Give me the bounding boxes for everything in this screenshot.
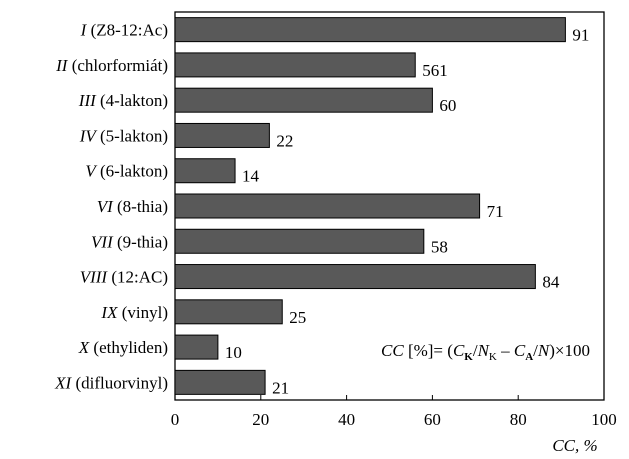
bar — [174, 334, 219, 360]
category-label: III (4-lakton) — [78, 91, 168, 110]
formula-annotation: CC [%]= (CK/NK – CA/N)×100 — [381, 341, 590, 363]
bar — [174, 158, 236, 184]
x-tick-label: 0 — [171, 410, 180, 429]
bar — [174, 299, 283, 325]
category-label: I (Z8-12:Ac) — [80, 21, 168, 40]
data-label: 71 — [487, 202, 504, 221]
category-label: XI (difluorvinyl) — [54, 373, 168, 392]
x-tick-label: 100 — [591, 410, 617, 429]
data-label: 21 — [272, 378, 289, 397]
data-label: 84 — [542, 273, 560, 292]
bar — [174, 193, 481, 219]
data-label: 14 — [242, 167, 260, 186]
category-label: VIII (12:AC) — [80, 268, 168, 287]
category-label: IX (vinyl) — [100, 303, 168, 322]
data-label: 22 — [276, 131, 293, 150]
data-label: 60 — [439, 96, 456, 115]
category-label: VI (8-thia) — [97, 197, 168, 216]
bar — [174, 52, 416, 78]
data-label: 25 — [289, 308, 306, 327]
category-label: X (ethyliden) — [78, 338, 168, 357]
data-label: 561 — [422, 61, 448, 80]
data-label: 10 — [225, 343, 242, 362]
bar — [174, 17, 566, 43]
x-tick-label: 80 — [510, 410, 527, 429]
category-label: II (chlorformiát) — [55, 56, 168, 75]
x-tick-label: 60 — [424, 410, 441, 429]
category-label: IV (5-lakton) — [79, 126, 168, 145]
category-label: V (6-lakton) — [85, 162, 168, 181]
data-label: 91 — [572, 26, 589, 45]
bar — [174, 369, 266, 395]
data-label: 58 — [431, 237, 448, 256]
bar — [174, 122, 270, 148]
bar — [174, 228, 425, 254]
x-tick-label: 40 — [338, 410, 355, 429]
x-tick-label: 20 — [252, 410, 269, 429]
bar — [174, 87, 433, 113]
x-axis-label: CC, % — [552, 436, 597, 455]
bar — [174, 264, 536, 290]
category-label: VII (9-thia) — [91, 232, 168, 251]
